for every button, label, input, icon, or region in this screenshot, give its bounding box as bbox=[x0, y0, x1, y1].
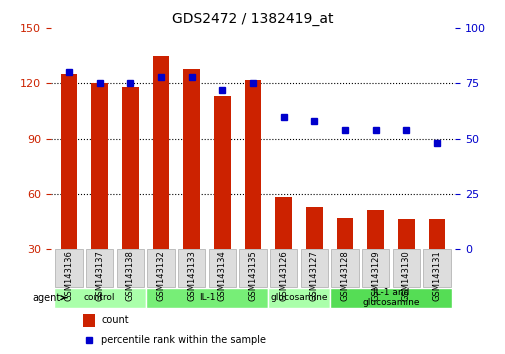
FancyBboxPatch shape bbox=[208, 249, 236, 287]
Text: GSM143132: GSM143132 bbox=[156, 250, 165, 301]
Bar bbox=[83, 314, 95, 327]
Text: glucosamine: glucosamine bbox=[270, 293, 327, 302]
FancyBboxPatch shape bbox=[269, 249, 297, 287]
FancyBboxPatch shape bbox=[300, 249, 327, 287]
Bar bbox=[397, 219, 414, 249]
Bar bbox=[428, 219, 444, 249]
Text: GSM143126: GSM143126 bbox=[279, 250, 287, 301]
Bar bbox=[367, 210, 383, 249]
Text: agent: agent bbox=[32, 293, 66, 303]
Text: GSM143135: GSM143135 bbox=[248, 250, 257, 301]
FancyBboxPatch shape bbox=[86, 249, 113, 287]
FancyBboxPatch shape bbox=[268, 288, 329, 308]
FancyBboxPatch shape bbox=[329, 288, 451, 308]
Bar bbox=[214, 96, 230, 249]
Text: GSM143137: GSM143137 bbox=[95, 250, 104, 301]
FancyBboxPatch shape bbox=[392, 249, 419, 287]
FancyBboxPatch shape bbox=[116, 249, 144, 287]
FancyBboxPatch shape bbox=[147, 249, 174, 287]
Text: count: count bbox=[101, 315, 129, 325]
FancyBboxPatch shape bbox=[145, 288, 268, 308]
FancyBboxPatch shape bbox=[422, 249, 450, 287]
Text: GSM143130: GSM143130 bbox=[401, 250, 410, 301]
FancyBboxPatch shape bbox=[239, 249, 266, 287]
FancyBboxPatch shape bbox=[54, 288, 145, 308]
Bar bbox=[275, 198, 291, 249]
Text: GSM143133: GSM143133 bbox=[187, 250, 196, 301]
Text: GSM143136: GSM143136 bbox=[64, 250, 73, 301]
Text: GSM143138: GSM143138 bbox=[126, 250, 134, 301]
FancyBboxPatch shape bbox=[55, 249, 83, 287]
Bar bbox=[336, 218, 352, 249]
Bar bbox=[153, 56, 169, 249]
Text: GSM143134: GSM143134 bbox=[218, 250, 226, 301]
FancyBboxPatch shape bbox=[331, 249, 358, 287]
Text: percentile rank within the sample: percentile rank within the sample bbox=[101, 335, 266, 345]
Text: control: control bbox=[84, 293, 115, 302]
Bar bbox=[183, 69, 199, 249]
Text: GSM143131: GSM143131 bbox=[432, 250, 441, 301]
Text: GSM143129: GSM143129 bbox=[371, 250, 379, 301]
Text: IL-1 and
glucosamine: IL-1 and glucosamine bbox=[362, 288, 419, 307]
Bar bbox=[306, 207, 322, 249]
Bar bbox=[91, 84, 108, 249]
Bar bbox=[61, 74, 77, 249]
Text: GSM143128: GSM143128 bbox=[340, 250, 349, 301]
Text: IL-1: IL-1 bbox=[198, 293, 215, 302]
Title: GDS2472 / 1382419_at: GDS2472 / 1382419_at bbox=[172, 12, 333, 26]
FancyBboxPatch shape bbox=[361, 249, 389, 287]
Bar bbox=[122, 87, 138, 249]
Text: GSM143127: GSM143127 bbox=[309, 250, 318, 301]
Bar bbox=[244, 80, 261, 249]
FancyBboxPatch shape bbox=[178, 249, 205, 287]
